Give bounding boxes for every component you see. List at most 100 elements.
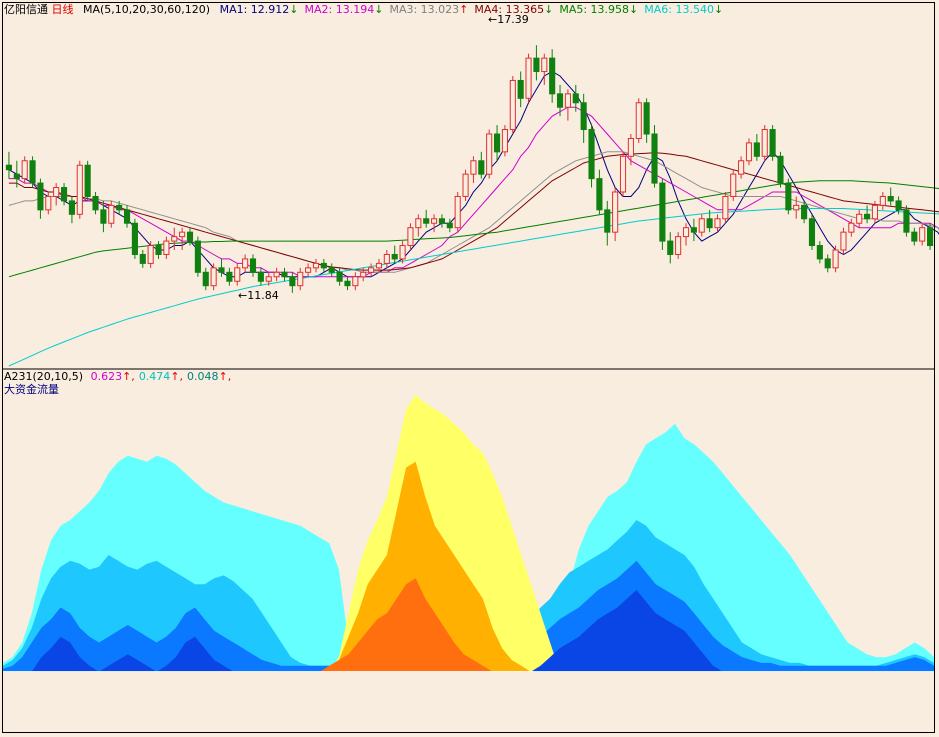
candle-up <box>714 214 721 233</box>
candle-body <box>698 218 705 233</box>
candle-down <box>423 209 430 228</box>
candle-down <box>68 196 75 224</box>
candle-down <box>533 45 540 81</box>
candle-up <box>612 187 619 242</box>
candle-body <box>100 209 107 224</box>
candle-body <box>462 173 469 197</box>
candle-down <box>37 178 44 219</box>
candle-down <box>864 205 871 224</box>
indicator-legend: A231(20,10,5) 0.623↑, 0.474↑, 0.048↑, <box>4 370 231 384</box>
candle-down <box>667 232 674 264</box>
candle-body <box>155 245 162 255</box>
ma5-value: MA5: 13.958 <box>559 3 630 16</box>
candle-up <box>501 125 508 157</box>
candle-body <box>218 267 225 273</box>
candle-up <box>793 196 800 219</box>
candle-body <box>438 218 446 224</box>
arrow-down-icon: ↓ <box>713 3 724 16</box>
price-pane <box>3 45 939 370</box>
candle-up <box>509 76 516 134</box>
candle-body <box>509 79 516 131</box>
candle-body <box>242 258 249 269</box>
candle-up <box>171 227 178 250</box>
candle-down <box>281 267 288 282</box>
candle-body <box>832 249 839 269</box>
candle-body <box>604 209 611 233</box>
candle-down <box>194 236 201 277</box>
candle-body <box>21 160 28 180</box>
candle-body <box>281 271 288 278</box>
candle-body <box>273 271 280 278</box>
candle-up <box>431 214 438 233</box>
candle-body <box>911 231 918 242</box>
candle-up <box>360 267 367 282</box>
candle-down <box>446 218 453 233</box>
candle-down <box>549 49 556 103</box>
candle-down <box>927 223 934 250</box>
candle-body <box>37 182 44 211</box>
candle-body <box>612 191 619 233</box>
candle-down <box>123 205 131 228</box>
candle-body <box>635 102 642 139</box>
candle-body <box>234 267 241 282</box>
candle-body <box>785 182 792 211</box>
candle-down <box>753 134 760 161</box>
candle-up <box>832 245 839 273</box>
candle-up <box>76 160 83 219</box>
candle-up <box>368 263 375 277</box>
indicator-title: 大资金流量 <box>4 383 59 396</box>
candle-body <box>60 187 68 202</box>
candle-body <box>202 271 209 287</box>
candle-down <box>580 93 587 143</box>
candle-up <box>312 258 320 273</box>
candle-body <box>391 253 398 260</box>
candle-body <box>431 218 438 224</box>
candle-up <box>179 227 186 250</box>
ma-definition: MA(5,10,20,30,60,120) <box>83 3 211 16</box>
flow-area-orange-light <box>3 461 934 672</box>
candle-up <box>454 192 461 233</box>
candle-up <box>564 89 571 121</box>
candle-down <box>643 98 650 143</box>
candle-down <box>155 241 162 259</box>
candle-down <box>690 218 697 242</box>
candle-up <box>698 214 705 237</box>
candle-body <box>328 267 335 273</box>
candle-up <box>375 258 383 273</box>
candle-up <box>470 156 477 184</box>
arrow-left-icon: ← <box>238 289 248 302</box>
candle-body <box>297 271 304 287</box>
capital-flow-pane <box>3 394 934 673</box>
candle-up <box>234 263 241 286</box>
candle-body <box>344 280 351 287</box>
indicator-value-1: 0.623 <box>90 370 123 383</box>
ma6-value: MA6: 13.540 <box>644 3 714 16</box>
candle-body <box>68 200 75 215</box>
candle-body <box>257 271 264 282</box>
candle-body <box>375 262 383 269</box>
candle-up <box>919 223 926 246</box>
candle-up <box>407 223 414 250</box>
arrow-down-icon: ↓ <box>289 3 299 16</box>
candle-up <box>399 241 406 264</box>
flow-area-yellow <box>3 394 934 672</box>
candle-up <box>730 169 737 201</box>
candle-body <box>53 187 60 197</box>
candle-body <box>320 262 327 269</box>
stock-name: 亿阳信通 <box>4 3 48 16</box>
candle-body <box>92 195 99 211</box>
candle-body <box>919 227 926 242</box>
candle-body <box>643 102 650 135</box>
candle-body <box>312 262 320 269</box>
arrow-up-icon: ↑, <box>218 370 232 383</box>
period-label: 日线 <box>51 3 74 16</box>
candle-down <box>785 178 792 215</box>
candle-body <box>895 200 902 211</box>
candle-body <box>777 155 784 184</box>
candle-body <box>108 204 115 224</box>
candle-body <box>824 258 831 269</box>
candle-down <box>659 178 666 250</box>
ma1-value: MA1: 12.912 <box>219 3 290 16</box>
candle-body <box>501 129 508 153</box>
